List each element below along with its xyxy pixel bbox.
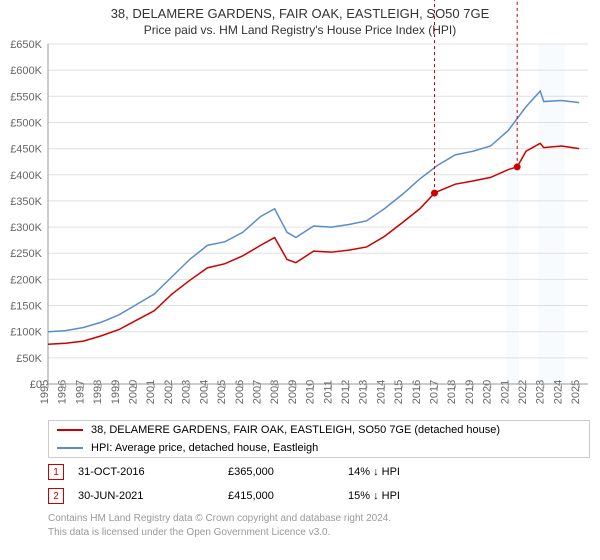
x-tick-label: 2025	[570, 380, 582, 404]
x-tick-label: 2008	[269, 380, 281, 404]
row-date: 30-JUN-2021	[78, 490, 228, 502]
x-tick-label: 2013	[358, 380, 370, 404]
x-tick-label: 2010	[305, 380, 317, 404]
shaded-band	[508, 44, 519, 384]
x-tick-label: 2023	[535, 380, 547, 404]
x-tick-label: 2016	[411, 380, 423, 404]
y-tick-label: £50K	[16, 353, 42, 365]
row-marker-badge: 1	[48, 464, 64, 480]
row-diff: 15% ↓ HPI	[348, 490, 468, 502]
x-tick-label: 2017	[429, 380, 441, 404]
row-date: 31-OCT-2016	[78, 466, 228, 478]
marker-dot	[431, 190, 438, 197]
x-tick-label: 2018	[446, 380, 458, 404]
x-tick-label: 2001	[145, 380, 157, 404]
legend-swatch	[57, 429, 83, 431]
footer-line-2: This data is licensed under the Open Gov…	[48, 526, 588, 540]
row-diff: 14% ↓ HPI	[348, 466, 468, 478]
x-tick-label: 2019	[464, 380, 476, 404]
x-tick-label: 2003	[181, 380, 193, 404]
x-tick-label: 2022	[517, 380, 529, 404]
chart: £0£50K£100K£150K£200K£250K£300K£350K£400…	[48, 44, 588, 384]
x-tick-label: 2015	[393, 380, 405, 404]
table-row: 1 31-OCT-2016£365,00014% ↓ HPI	[48, 460, 588, 484]
shaded-band	[538, 44, 565, 384]
legend-swatch	[57, 447, 83, 449]
footer: Contains HM Land Registry data © Crown c…	[48, 512, 588, 539]
x-tick-label: 1998	[92, 380, 104, 404]
y-tick-label: £550K	[10, 91, 42, 103]
x-tick-label: 2006	[234, 380, 246, 404]
row-marker-badge: 2	[48, 488, 64, 504]
x-tick-label: 2014	[375, 380, 387, 404]
legend: 38, DELAMERE GARDENS, FAIR OAK, EASTLEIG…	[48, 420, 590, 458]
y-tick-label: £200K	[10, 274, 42, 286]
row-price: £415,000	[228, 490, 348, 502]
x-tick-label: 2009	[287, 380, 299, 404]
x-tick-label: 2024	[552, 380, 564, 404]
y-tick-label: £350K	[10, 196, 42, 208]
x-tick-label: 2007	[251, 380, 263, 404]
series-hpi	[48, 91, 579, 332]
x-tick-label: 2012	[340, 380, 352, 404]
row-price: £365,000	[228, 466, 348, 478]
x-tick-label: 1995	[39, 380, 51, 404]
y-tick-label: £600K	[10, 65, 42, 77]
chart-svg: £0£50K£100K£150K£200K£250K£300K£350K£400…	[48, 44, 588, 384]
x-tick-label: 2005	[216, 380, 228, 404]
x-tick-label: 2021	[499, 380, 511, 404]
x-tick-label: 2000	[128, 380, 140, 404]
x-tick-label: 2020	[482, 380, 494, 404]
x-tick-label: 2004	[198, 380, 210, 404]
legend-row: HPI: Average price, detached house, East…	[49, 439, 589, 457]
y-tick-label: £650K	[10, 39, 42, 51]
y-tick-label: £450K	[10, 144, 42, 156]
shaded-band	[507, 44, 509, 384]
y-tick-label: £400K	[10, 170, 42, 182]
chart-title: 38, DELAMERE GARDENS, FAIR OAK, EASTLEIG…	[0, 6, 600, 21]
series-property	[48, 143, 579, 344]
y-tick-label: £300K	[10, 222, 42, 234]
x-tick-label: 1997	[74, 380, 86, 404]
y-tick-label: £250K	[10, 248, 42, 260]
x-tick-label: 2002	[163, 380, 175, 404]
y-tick-label: £100K	[10, 327, 42, 339]
legend-row: 38, DELAMERE GARDENS, FAIR OAK, EASTLEIG…	[49, 421, 589, 439]
y-tick-label: £500K	[10, 117, 42, 129]
transaction-table: 1 31-OCT-2016£365,00014% ↓ HPI 2 30-JUN-202…	[48, 460, 588, 508]
footer-line-1: Contains HM Land Registry data © Crown c…	[48, 512, 588, 526]
x-tick-label: 1999	[110, 380, 122, 404]
marker-dot	[514, 163, 521, 170]
y-tick-label: £150K	[10, 301, 42, 313]
legend-label: HPI: Average price, detached house, East…	[91, 442, 318, 454]
legend-label: 38, DELAMERE GARDENS, FAIR OAK, EASTLEIG…	[91, 424, 500, 436]
x-tick-label: 1996	[57, 380, 69, 404]
table-row: 2 30-JUN-2021£415,00015% ↓ HPI	[48, 484, 588, 508]
chart-subtitle: Price paid vs. HM Land Registry's House …	[0, 23, 600, 37]
